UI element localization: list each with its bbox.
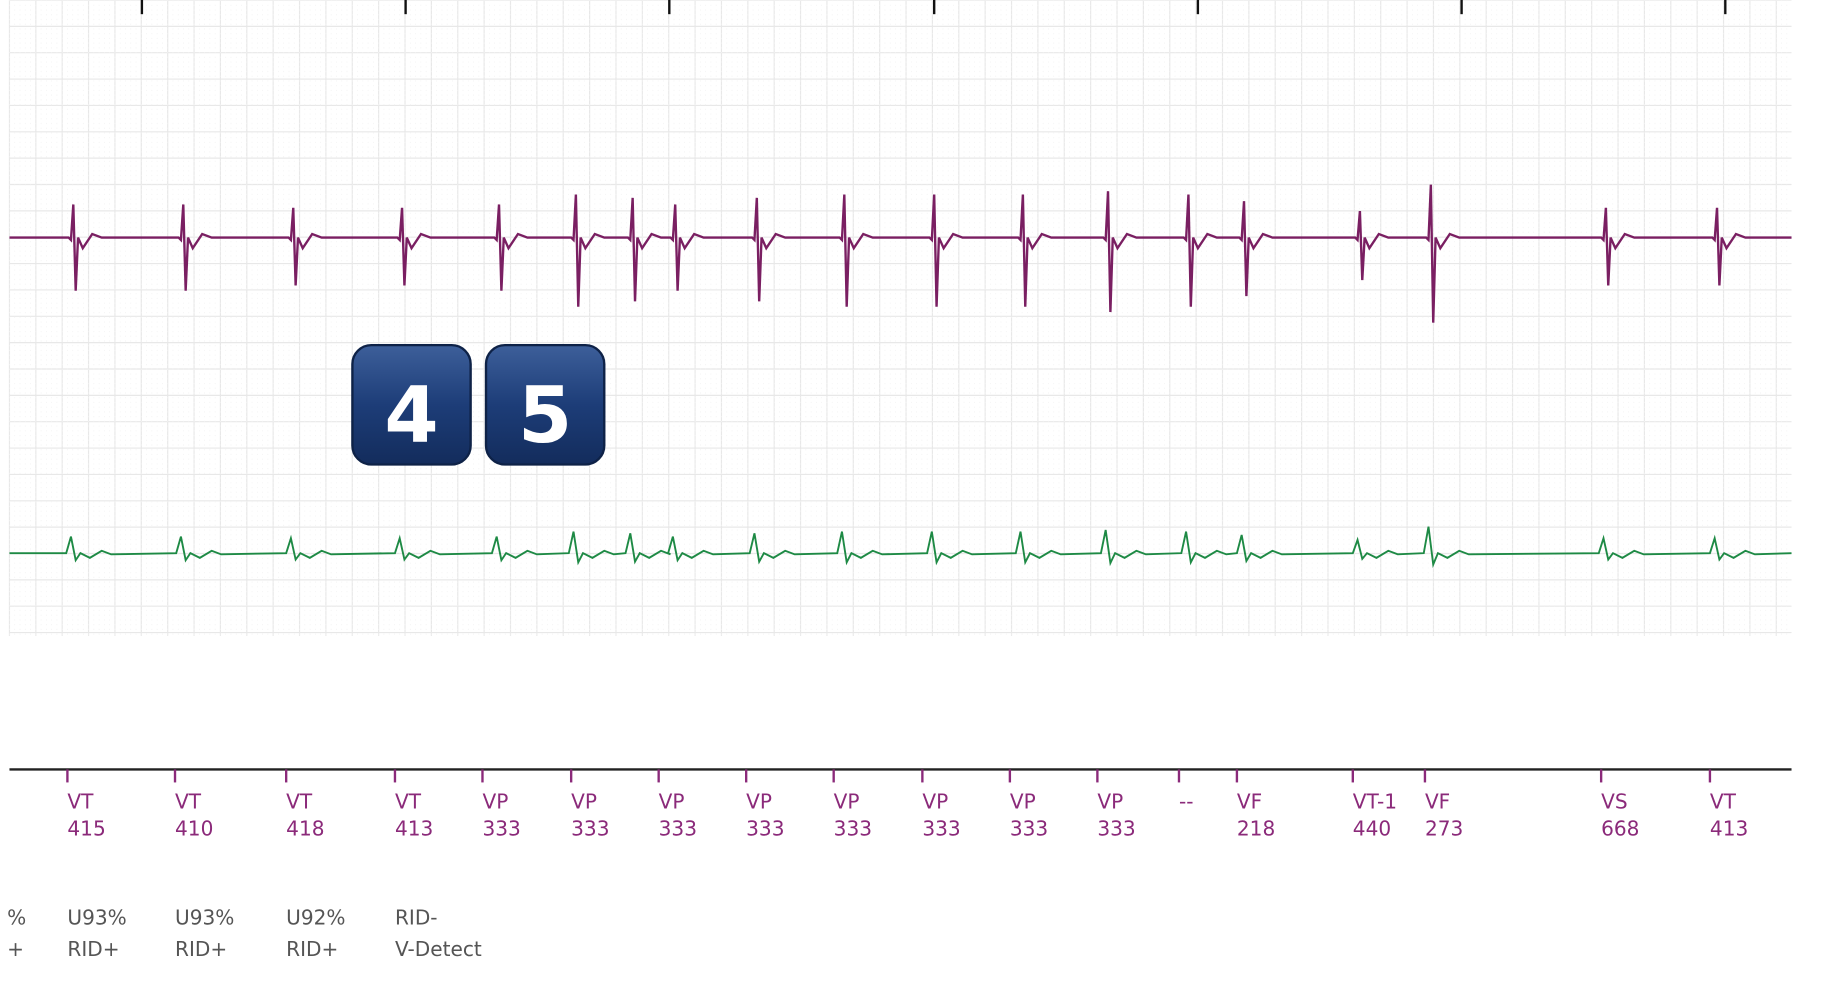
marker-label: VS xyxy=(1601,789,1627,813)
marker-interval: 333 xyxy=(746,817,784,841)
marker-interval: 333 xyxy=(1097,817,1135,841)
marker-label: VF xyxy=(1425,789,1450,813)
annotation: U93% xyxy=(67,905,126,929)
marker-label: -- xyxy=(1179,789,1194,813)
annotation: U92% xyxy=(286,905,345,929)
ecg-trace-far-field xyxy=(9,526,1792,569)
badge xyxy=(484,343,606,466)
annotation: % xyxy=(7,905,26,929)
marker-label: VT-1 xyxy=(1353,789,1397,813)
marker-label: VP xyxy=(1010,789,1036,813)
marker-interval: 333 xyxy=(922,817,960,841)
ecg-trace-ventricular xyxy=(9,184,1792,323)
marker-interval: 413 xyxy=(1710,817,1748,841)
marker-label: VP xyxy=(571,789,597,813)
annotation: RID+ xyxy=(175,937,227,961)
marker-interval: 333 xyxy=(1010,817,1048,841)
annotation: RID- xyxy=(395,905,438,929)
marker-label: VT xyxy=(67,789,94,813)
annotation: U93% xyxy=(175,905,234,929)
marker-label: VT xyxy=(286,789,313,813)
marker-label: VP xyxy=(746,789,772,813)
marker-interval: 333 xyxy=(834,817,872,841)
badge-number: 4 xyxy=(384,371,438,461)
annotation: RID+ xyxy=(67,937,119,961)
marker-interval: 218 xyxy=(1237,817,1275,841)
marker-interval: 668 xyxy=(1601,817,1639,841)
marker-label: VT xyxy=(175,789,202,813)
marker-interval: 440 xyxy=(1353,817,1391,841)
annotation: + xyxy=(7,937,24,961)
marker-interval: 410 xyxy=(175,817,213,841)
marker-label: VT xyxy=(1710,789,1737,813)
annotation: RID+ xyxy=(286,937,338,961)
marker-interval: 333 xyxy=(571,817,609,841)
marker-interval: 333 xyxy=(659,817,697,841)
badge-number: 5 xyxy=(518,371,572,461)
marker-interval: 413 xyxy=(395,817,433,841)
marker-interval: 333 xyxy=(482,817,520,841)
marker-label: VP xyxy=(922,789,948,813)
marker-label: VP xyxy=(659,789,685,813)
marker-label: VP xyxy=(1097,789,1123,813)
marker-interval: 415 xyxy=(67,817,105,841)
marker-interval: 418 xyxy=(286,817,324,841)
marker-interval: 273 xyxy=(1425,817,1463,841)
grid xyxy=(8,0,1792,636)
marker-label: VT xyxy=(395,789,422,813)
marker-label: VP xyxy=(482,789,508,813)
badge xyxy=(351,343,472,466)
annotation: V-Detect xyxy=(395,937,482,961)
marker-label: VF xyxy=(1237,789,1262,813)
marker-label: VP xyxy=(834,789,860,813)
